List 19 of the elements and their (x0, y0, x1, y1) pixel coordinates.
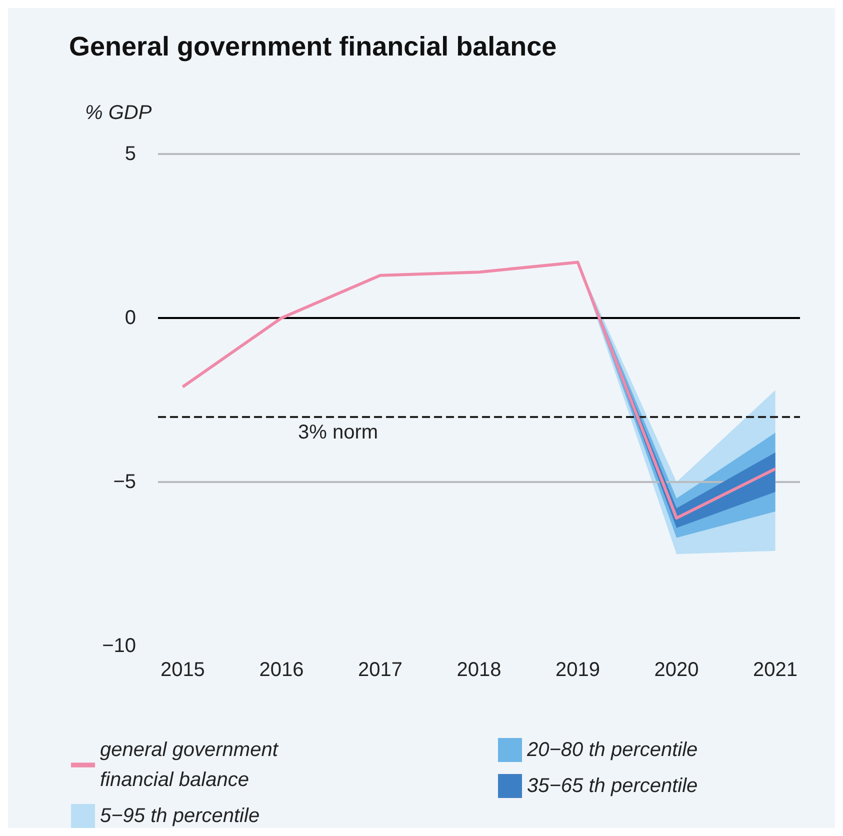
legend-label: general government financial balance (100, 739, 284, 791)
y-tick-label: −10 (102, 635, 136, 657)
y-tick-label: 0 (124, 307, 136, 329)
ref-line-label: 3% norm (298, 421, 378, 444)
legend-label: 35−65 th percentile (527, 775, 698, 797)
legend-label: 20−80 th percentile (526, 739, 698, 761)
x-tick-label: 2020 (654, 659, 699, 681)
y-tick-label: −5 (113, 471, 136, 493)
chart-title: General government financial balance (69, 32, 557, 62)
x-tick-label: 2016 (259, 659, 304, 681)
y-axis-title: % GDP (85, 102, 152, 124)
line-series (181, 260, 777, 520)
x-tick-label: 2019 (556, 659, 600, 681)
x-tick-label: 2018 (456, 659, 502, 681)
legend-label: 5−95 th percentile (100, 805, 260, 827)
x-tick-label: 2021 (753, 659, 798, 681)
y-tick-label: 5 (124, 143, 136, 165)
x-tick-label: 2017 (358, 659, 402, 681)
x-tick-label: 2015 (160, 659, 205, 681)
